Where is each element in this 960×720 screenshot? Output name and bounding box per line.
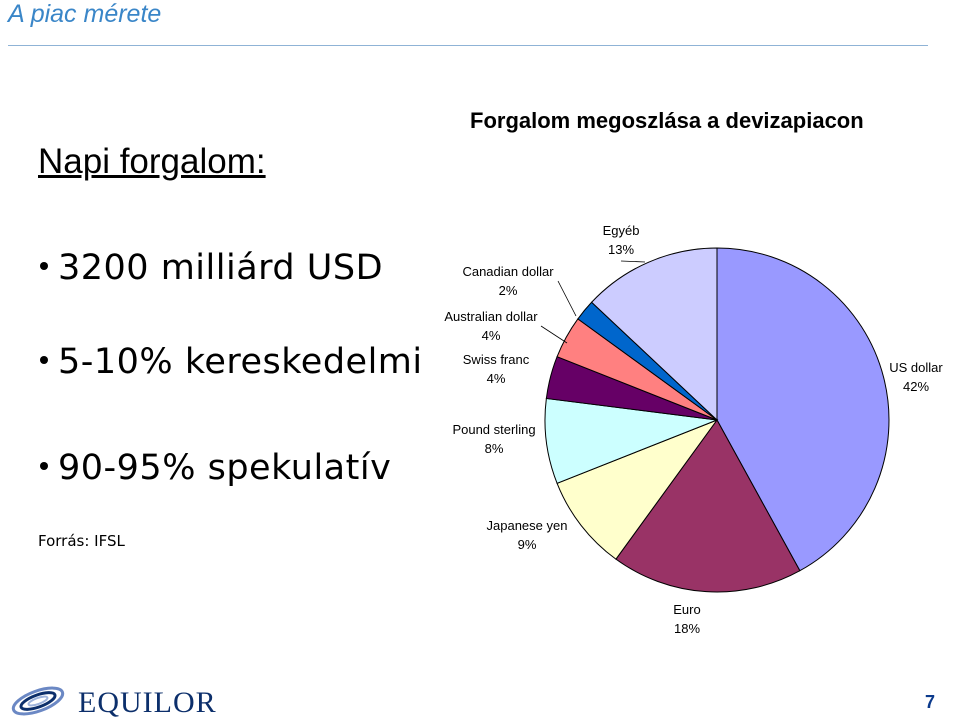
bullet-dot-icon [40, 462, 48, 470]
slide-title: A piac mérete [8, 0, 162, 28]
bullet-text: 5-10% kereskedelmi [58, 342, 423, 382]
bullet-text: 90-95% spekulatív [58, 448, 392, 488]
pie-slice-label: Japanese yen 9% [487, 518, 568, 552]
slice-percent-label: 42% [903, 379, 929, 394]
equilor-logo: EQUILOR [8, 684, 228, 719]
slice-name-label: Japanese yen [487, 518, 568, 533]
slice-name-label: Swiss franc [463, 352, 530, 367]
bullet-text: 3200 milliárd USD [58, 248, 384, 288]
slice-percent-label: 2% [499, 283, 518, 298]
slice-percent-label: 18% [674, 621, 700, 636]
pie-slice-label: Pound sterling 8% [452, 422, 535, 456]
pie-labels: US dollar 42% Euro 18% Japanese yen 9% Pound s… [444, 223, 943, 636]
bullet-item: 5-10% kereskedelmi [40, 342, 423, 382]
leader-line [557, 280, 577, 317]
pie-slice-label: US dollar 42% [889, 360, 943, 394]
bullet-dot-icon [40, 356, 48, 364]
slice-name-label: US dollar [889, 360, 943, 375]
logo-wordmark: EQUILOR [78, 686, 217, 719]
pie-slices [544, 247, 890, 593]
slice-percent-label: 13% [608, 242, 634, 257]
slice-name-label: Australian dollar [444, 309, 538, 324]
slice-name-label: Canadian dollar [462, 264, 554, 279]
pie-slice-label: Swiss franc 4% [463, 352, 530, 386]
pie-slice-label: Egyéb 13% [603, 223, 640, 257]
source-note: Forrás: IFSL [38, 532, 125, 550]
bullet-item: 3200 milliárd USD [40, 248, 383, 288]
pie-slice-euro [615, 419, 801, 593]
slice-percent-label: 4% [482, 328, 501, 343]
pie-slice-label: Canadian dollar 2% [462, 264, 554, 298]
slice-name-label: Egyéb [603, 223, 640, 238]
pie-leader-lines [540, 260, 646, 344]
pie-slice-label: Euro 18% [673, 602, 700, 636]
leader-line [620, 260, 646, 263]
pie-slice-japanese-yen [556, 418, 719, 560]
pie-slice-us-dollar [716, 247, 890, 572]
daily-turnover-heading: Napi forgalom: [38, 142, 266, 181]
bullet-item: 90-95% spekulatív [40, 448, 391, 488]
slice-name-label: Euro [673, 602, 700, 617]
pie-slice-egyéb [590, 247, 718, 422]
title-divider [8, 45, 928, 46]
page-number: 7 [924, 692, 935, 712]
slice-percent-label: 8% [485, 441, 504, 456]
bullet-dot-icon [40, 262, 48, 270]
slice-percent-label: 4% [487, 371, 506, 386]
slice-name-label: Pound sterling [452, 422, 535, 437]
pie-slice-label: Australian dollar 4% [444, 309, 538, 343]
chart-title: Forgalom megoszlása a devizapiacon [470, 108, 864, 133]
logo-swirl-icon [11, 686, 65, 716]
leader-line [540, 325, 568, 344]
slice-percent-label: 9% [518, 537, 537, 552]
